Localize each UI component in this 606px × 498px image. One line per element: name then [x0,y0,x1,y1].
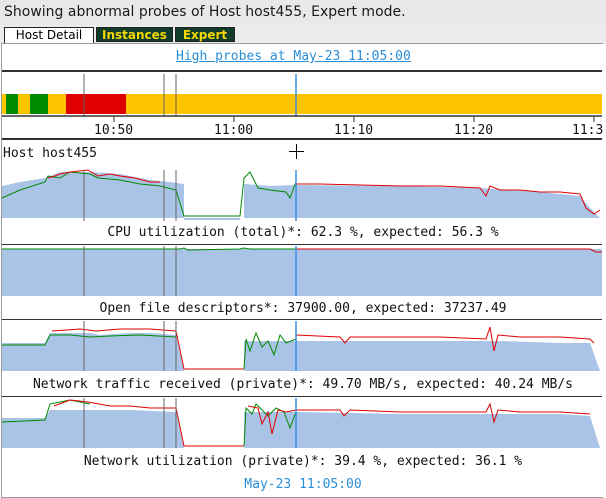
metric-divider [2,396,602,397]
status-bar [2,94,602,114]
metric-label: Open file descriptors*: 37900.00, expect… [99,301,507,316]
tab-expert[interactable]: Expert [175,27,235,42]
metric-label: CPU utilization (total)*: 62.3 %, expect… [107,225,499,240]
metric-label: Network traffic received (private)*: 49.… [32,377,574,392]
network-traffic-chart[interactable] [0,321,606,373]
status-segment-normal [18,94,30,114]
status-segment-normal [48,94,66,114]
window-title: Showing abnormal probes of Host host455,… [4,4,406,20]
metric-label: Network utilization (private)*: 39.4 %, … [83,454,523,469]
metric-divider [2,244,602,245]
tab-instances[interactable]: Instances [96,27,173,42]
current-time-label: May-23 11:05:00 [244,477,362,492]
title-bar: Showing abnormal probes of Host host455,… [0,0,606,26]
network-utilization-chart[interactable] [0,398,606,450]
timeline-bottom-border [2,138,602,140]
time-ticks [113,116,595,122]
status-segment-high [66,94,126,114]
cpu-utilization-chart[interactable] [0,168,606,223]
status-segment-normal [2,94,6,114]
tab-bar: Host Detail Instances Expert [0,25,606,44]
status-segment-normal [126,94,602,114]
crosshair-cursor-icon [289,144,304,159]
tick-label: 11:3 [572,123,603,138]
timeline-top-border [2,70,602,72]
status-segment-ok [6,94,18,114]
host-label: Host host455 [3,146,97,161]
tab-host-detail[interactable]: Host Detail [4,27,94,44]
timeline-chart[interactable]: 10:50 11:00 11:10 11:20 11:3 [0,70,606,138]
status-segment-ok [30,94,48,114]
tick-label: 11:20 [454,123,493,138]
metric-divider [2,319,602,320]
high-probes-link[interactable]: High probes at May-23 11:05:00 [176,49,411,64]
tick-label: 10:50 [94,123,133,138]
open-file-descriptors-chart[interactable] [0,246,606,298]
tick-label: 11:00 [214,123,253,138]
tick-label: 11:10 [334,123,373,138]
